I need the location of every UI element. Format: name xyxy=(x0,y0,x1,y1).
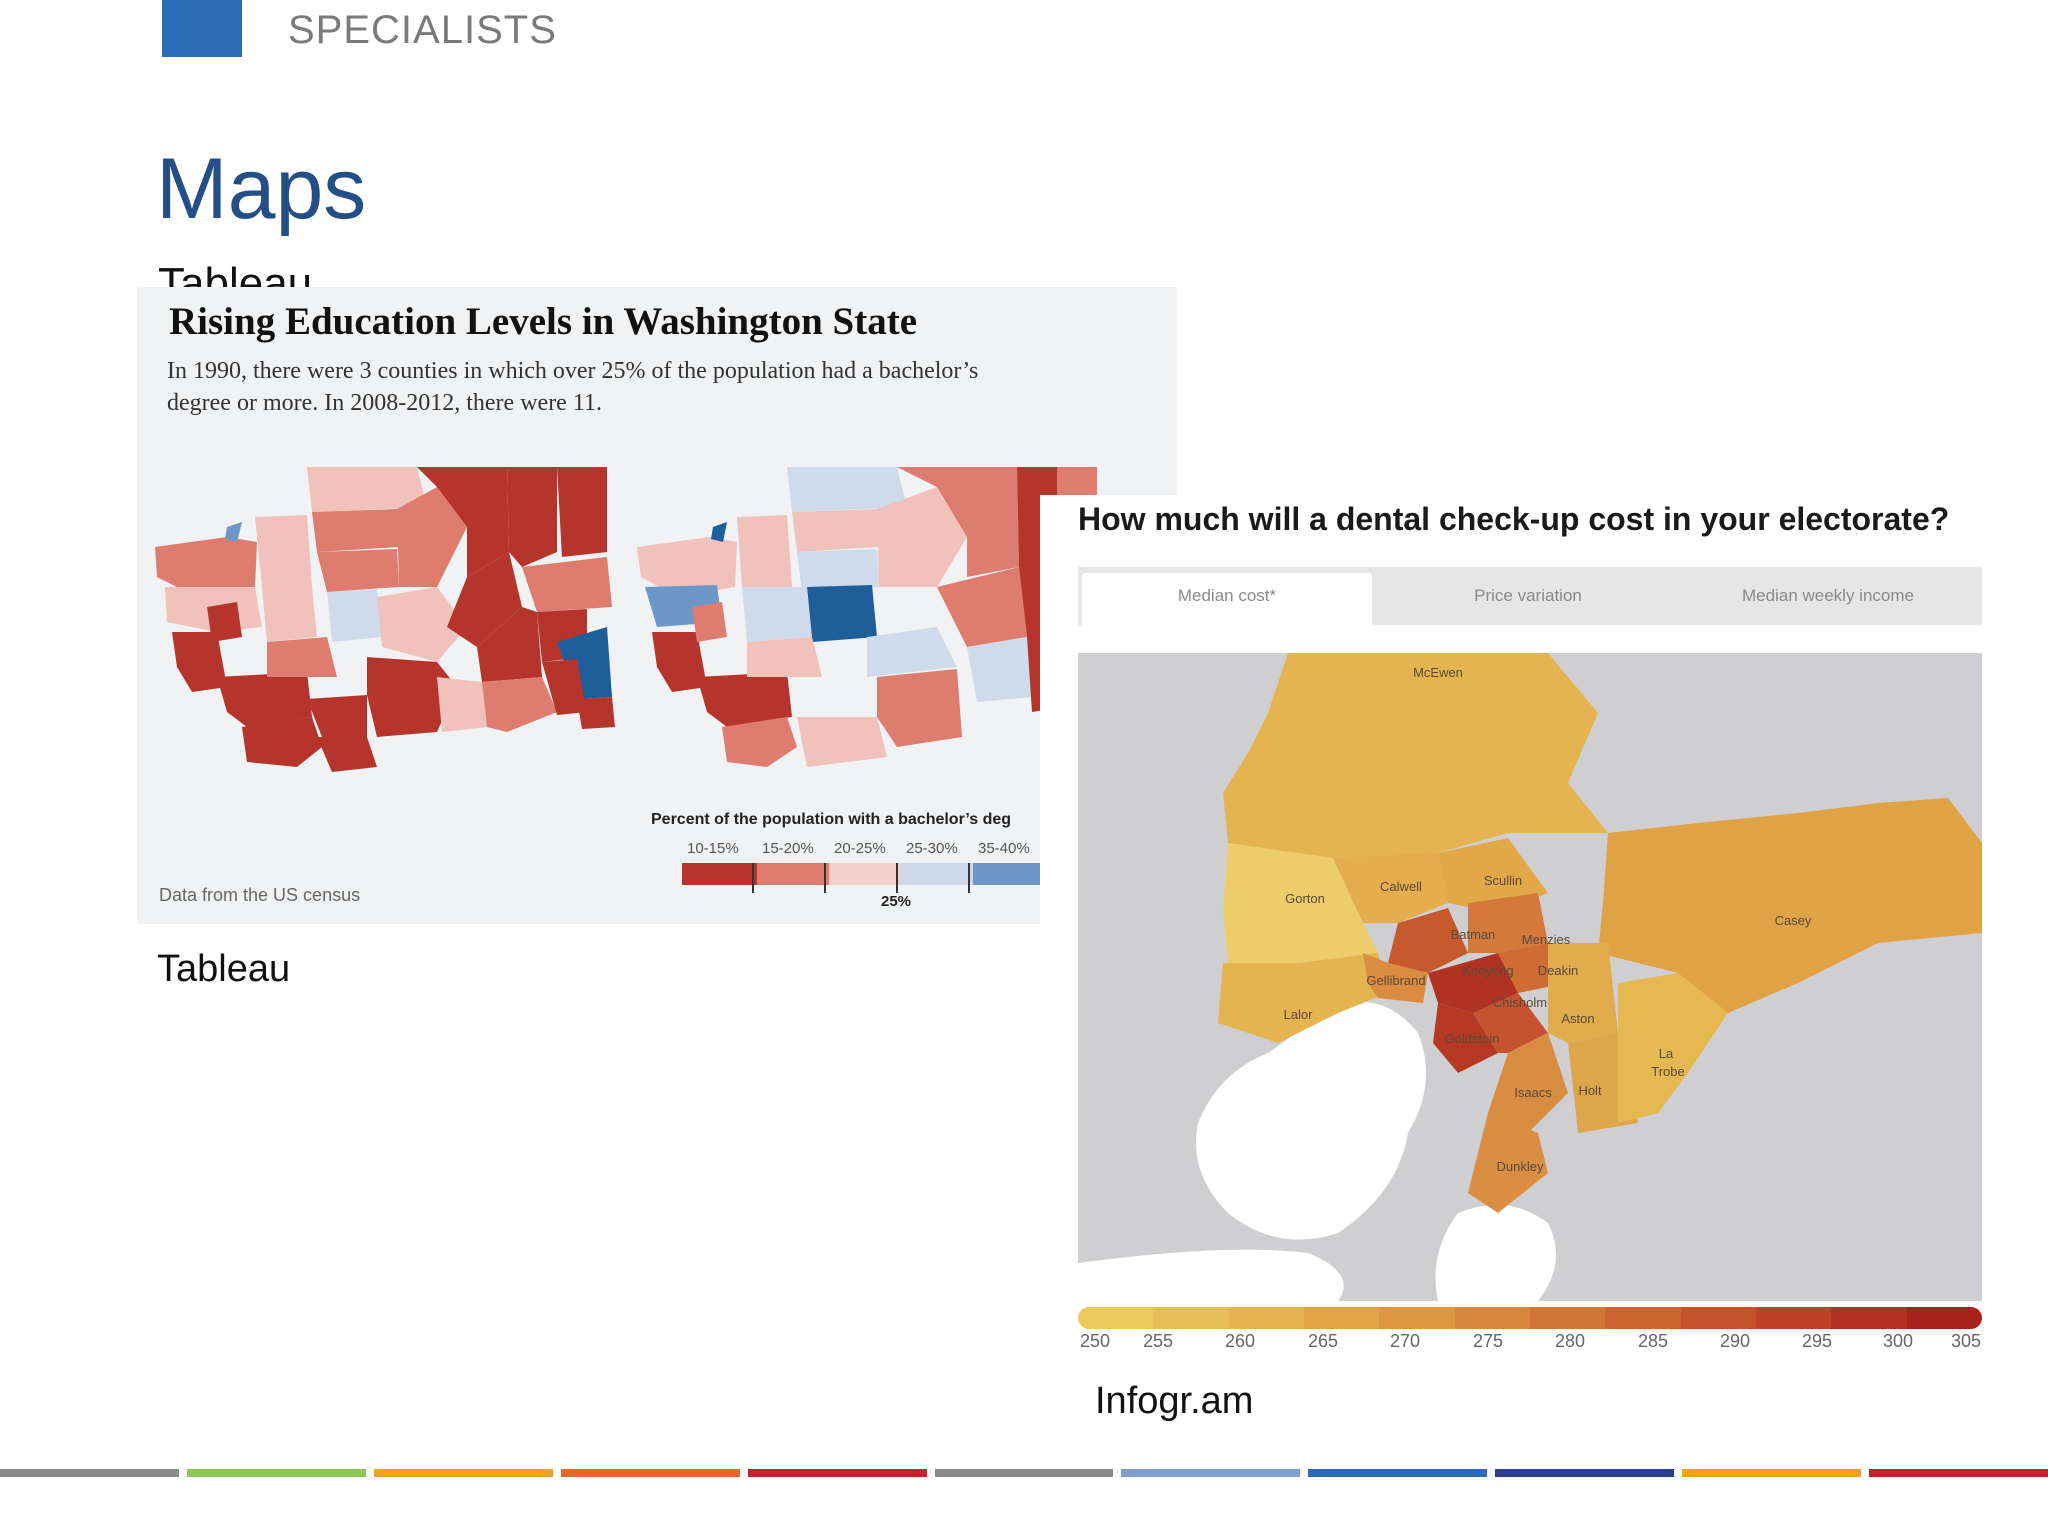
legend-tick xyxy=(752,863,754,893)
legend-marker: 25% xyxy=(881,893,912,910)
scale-swatch xyxy=(1454,1307,1530,1329)
legend-swatch xyxy=(901,863,973,885)
electorate-label: Gellibrand xyxy=(1366,973,1425,988)
scale-label: 295 xyxy=(1801,1331,1833,1351)
logo-square xyxy=(162,0,242,57)
stripe-segment xyxy=(186,1469,366,1477)
tableau-description: In 1990, there were 3 counties in which … xyxy=(167,358,979,416)
legend-label: 15-20% xyxy=(762,840,814,857)
stripe-segment xyxy=(1121,1469,1301,1477)
electorate-label: Menzies xyxy=(1522,932,1571,947)
stripe-segment xyxy=(934,1469,1114,1477)
scale-swatch xyxy=(1831,1307,1907,1329)
scale-label: 285 xyxy=(1637,1331,1669,1351)
electorate-label: Scullin xyxy=(1484,873,1522,888)
section-label: SPECIALISTS xyxy=(288,8,557,52)
tab-price-variation[interactable]: Price variation xyxy=(1474,586,1582,605)
legend-label: 20-25% xyxy=(834,840,886,857)
scale-label: 255 xyxy=(1142,1331,1174,1351)
legend-tick xyxy=(896,863,898,893)
electorate-label: Trobe xyxy=(1651,1064,1684,1079)
scale-swatch xyxy=(1228,1307,1304,1329)
scale-label: 260 xyxy=(1224,1331,1256,1351)
scale-swatch xyxy=(1529,1307,1606,1329)
electorate-map: McEwen Calwell Scullin Gorton Casey Batm… xyxy=(1078,653,1982,1301)
map-2008-2012 xyxy=(637,467,1097,767)
infogram-tab-bar: Median cost* Price variation Median week… xyxy=(1078,567,1982,625)
tableau-title: Rising Education Levels in Washington St… xyxy=(169,300,918,343)
electorate-label: Calwell xyxy=(1380,879,1422,894)
electorate-label: Deakin xyxy=(1538,963,1578,978)
scale-swatch xyxy=(1153,1307,1229,1329)
electorate-label: Goldstein xyxy=(1445,1031,1500,1046)
tableau-visualization: Rising Education Levels in Washington St… xyxy=(137,287,1177,924)
stripe-segment xyxy=(0,1469,179,1477)
stripe-segment xyxy=(373,1469,553,1477)
scale-swatch xyxy=(1605,1307,1681,1329)
scale-label: 305 xyxy=(1950,1331,1982,1351)
legend-label: 35-40% xyxy=(978,840,1030,857)
electorate-label: Casey xyxy=(1775,913,1812,928)
electorate-label: Lalor xyxy=(1284,1007,1314,1022)
stripe-segment xyxy=(1869,1469,2048,1477)
legend-swatch xyxy=(682,863,757,885)
legend-label: 10-15% xyxy=(687,840,739,857)
electorate-label: Gorton xyxy=(1285,891,1325,906)
legend-tick xyxy=(968,863,970,893)
scale-swatch xyxy=(1379,1307,1455,1329)
electorate-label: Aston xyxy=(1561,1011,1594,1026)
scale-label: 275 xyxy=(1472,1331,1504,1351)
footer-stripe xyxy=(0,1469,2048,1477)
tab-median-weekly-income[interactable]: Median weekly income xyxy=(1742,586,1914,605)
scale-label: 300 xyxy=(1882,1331,1914,1351)
stripe-segment xyxy=(1495,1469,1675,1477)
tableau-caption: Tableau xyxy=(157,948,291,990)
stripe-segment xyxy=(1308,1469,1488,1477)
scale-label: 265 xyxy=(1307,1331,1339,1351)
electorate-label: McEwen xyxy=(1413,665,1463,680)
scale-swatch xyxy=(1906,1307,1982,1329)
stripe-segment xyxy=(1682,1469,1862,1477)
map-1990 xyxy=(155,467,615,772)
scale-label: 290 xyxy=(1719,1331,1751,1351)
scale-label: 270 xyxy=(1389,1331,1421,1351)
electorate-label: Batman xyxy=(1451,927,1496,942)
electorate-label: La xyxy=(1659,1046,1674,1061)
electorate-label: Chisholm xyxy=(1493,995,1547,1010)
scale-swatch xyxy=(1755,1307,1832,1329)
stripe-segment xyxy=(747,1469,927,1477)
scale-swatch xyxy=(1303,1307,1380,1329)
scale-label: 250 xyxy=(1079,1331,1111,1351)
electorate-label: Holt xyxy=(1578,1083,1602,1098)
legend-tick xyxy=(824,863,826,893)
electorate-label: Kooyong xyxy=(1462,963,1513,978)
stripe-segment xyxy=(560,1469,740,1477)
source-note: Data from the US census xyxy=(159,885,361,905)
legend-title: Percent of the population with a bachelo… xyxy=(651,811,1012,828)
infogram-caption: Infogr.am xyxy=(1095,1380,1254,1422)
legend-swatch xyxy=(757,863,829,885)
electorate-label: Dunkley xyxy=(1497,1159,1544,1174)
slide-title: Maps xyxy=(156,141,367,237)
scale-swatch xyxy=(1078,1307,1154,1329)
electorate-label: Isaacs xyxy=(1514,1085,1552,1100)
tab-median-cost[interactable]: Median cost* xyxy=(1082,573,1372,625)
legend-label: 25-30% xyxy=(906,840,958,857)
scale-label: 280 xyxy=(1554,1331,1586,1351)
washington-county-maps xyxy=(155,467,1097,772)
legend-swatch xyxy=(973,863,1045,885)
infogram-visualization: How much will a dental check-up cost in … xyxy=(1040,495,2048,1370)
scale-swatch xyxy=(1680,1307,1756,1329)
legend-swatch xyxy=(829,863,901,885)
color-scale-bar xyxy=(1078,1307,1982,1329)
infogram-title: How much will a dental check-up cost in … xyxy=(1078,501,1950,537)
clipped-label: Tableau xyxy=(158,259,313,288)
